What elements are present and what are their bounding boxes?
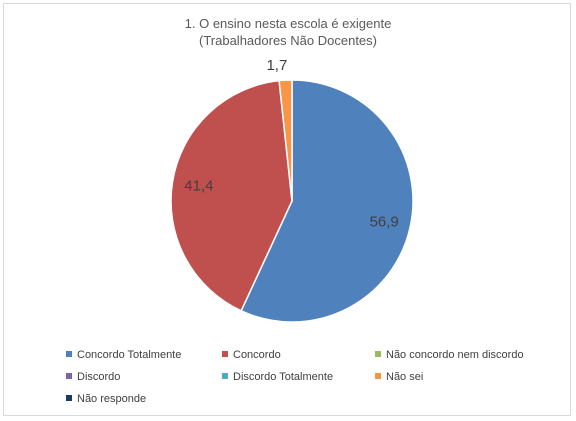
- legend-swatch: [375, 373, 381, 379]
- legend-swatch: [222, 373, 228, 379]
- legend-label: Discordo: [77, 371, 121, 383]
- legend-item: Discordo: [66, 371, 120, 384]
- legend-swatch: [66, 395, 72, 401]
- legend-swatch: [222, 351, 228, 357]
- legend-label: Concordo Totalmente: [77, 349, 182, 361]
- legend-label: Não responde: [77, 393, 147, 405]
- data-label: 41,4: [184, 178, 213, 195]
- pie-slice-n-o-sei: [278, 79, 293, 202]
- chart-title: 1. O ensino nesta escola é exigente: [184, 16, 392, 31]
- legend-label: Não sei: [386, 371, 424, 383]
- legend-swatch: [66, 351, 72, 357]
- data-label: 56,9: [370, 213, 399, 230]
- legend-item: Não responde: [66, 393, 146, 406]
- legend-item: Concordo: [222, 349, 281, 362]
- legend-item: Concordo Totalmente: [66, 349, 181, 362]
- pie-slice-concordo: [170, 79, 293, 312]
- legend-swatch: [66, 373, 72, 379]
- pie-slice-concordo-totalmente: [240, 79, 414, 323]
- legend-swatch: [375, 351, 381, 357]
- data-label: 1,7: [266, 57, 287, 74]
- legend-label: Discordo Totalmente: [233, 371, 334, 383]
- legend-item: Não concordo nem discordo: [375, 349, 524, 362]
- legend-label: Não concordo nem discordo: [386, 349, 524, 361]
- legend-label: Concordo: [233, 349, 281, 361]
- legend-item: Não sei: [375, 371, 423, 384]
- legend-item: Discordo Totalmente: [222, 371, 333, 384]
- chart-subtitle: (Trabalhadores Não Docentes): [199, 33, 377, 48]
